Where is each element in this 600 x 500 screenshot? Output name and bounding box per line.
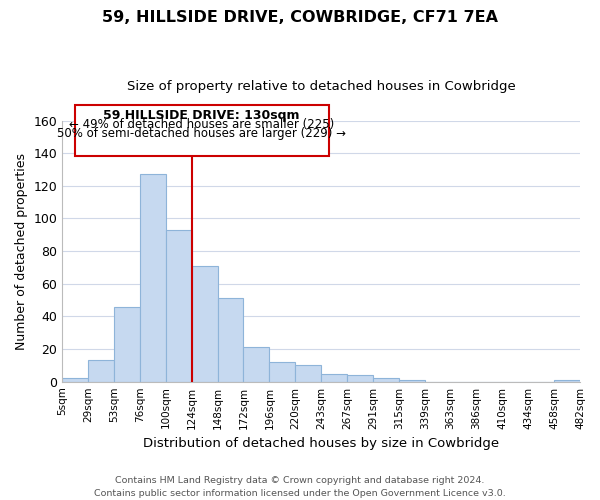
Bar bbox=[373, 378, 399, 382]
Text: 59, HILLSIDE DRIVE, COWBRIDGE, CF71 7EA: 59, HILLSIDE DRIVE, COWBRIDGE, CF71 7EA bbox=[102, 10, 498, 25]
Title: Size of property relative to detached houses in Cowbridge: Size of property relative to detached ho… bbox=[127, 80, 515, 93]
Bar bbox=[218, 298, 244, 382]
Bar bbox=[347, 375, 373, 382]
Bar bbox=[62, 378, 88, 382]
Bar bbox=[554, 380, 580, 382]
Bar bbox=[192, 266, 218, 382]
Y-axis label: Number of detached properties: Number of detached properties bbox=[15, 152, 28, 350]
FancyBboxPatch shape bbox=[74, 105, 329, 156]
Bar bbox=[295, 366, 321, 382]
Bar bbox=[166, 230, 192, 382]
Bar bbox=[321, 374, 347, 382]
Text: 50% of semi-detached houses are larger (229) →: 50% of semi-detached houses are larger (… bbox=[57, 127, 346, 140]
Bar bbox=[88, 360, 114, 382]
Text: ← 49% of detached houses are smaller (225): ← 49% of detached houses are smaller (22… bbox=[69, 118, 334, 131]
Bar bbox=[244, 348, 269, 382]
X-axis label: Distribution of detached houses by size in Cowbridge: Distribution of detached houses by size … bbox=[143, 437, 499, 450]
Bar bbox=[114, 306, 140, 382]
Bar bbox=[269, 362, 295, 382]
Bar bbox=[399, 380, 425, 382]
Text: 59 HILLSIDE DRIVE: 130sqm: 59 HILLSIDE DRIVE: 130sqm bbox=[103, 109, 300, 122]
Bar bbox=[140, 174, 166, 382]
Text: Contains HM Land Registry data © Crown copyright and database right 2024.
Contai: Contains HM Land Registry data © Crown c… bbox=[94, 476, 506, 498]
